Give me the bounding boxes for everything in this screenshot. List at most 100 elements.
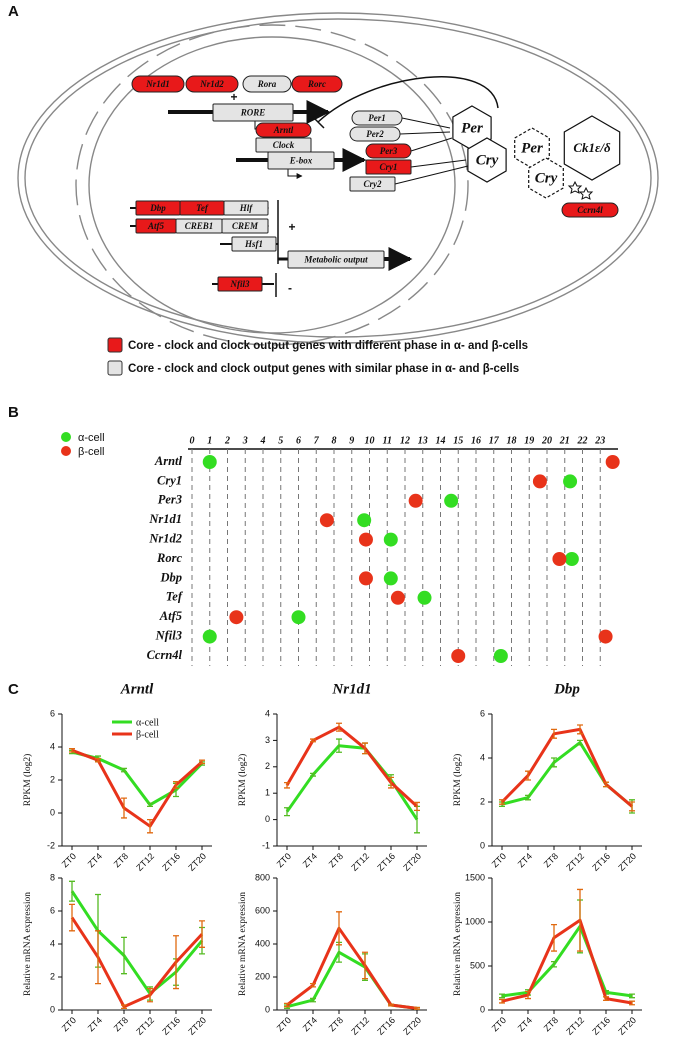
legend-label: β-cell [78, 446, 105, 458]
phase-dot [564, 552, 579, 566]
error-bar [499, 998, 505, 1004]
error-bar [603, 781, 609, 788]
error-bar [629, 1000, 635, 1006]
phase-dot [358, 571, 373, 586]
x-tick-label: ZT16 [375, 1015, 397, 1037]
error-bar [173, 781, 179, 789]
row-label: Arntl [154, 454, 183, 468]
y-tick-label: 1 [265, 788, 270, 798]
y-tick-label: 6 [50, 708, 55, 718]
error-bar [629, 993, 635, 999]
y-tick-label: 0 [50, 807, 55, 817]
phase-dot [202, 629, 217, 644]
x-tick-label: ZT20 [186, 851, 208, 873]
y-tick-label: 200 [255, 971, 270, 981]
error-bar [388, 776, 394, 789]
y-tick-label: 2 [265, 761, 270, 771]
y-tick-label: -2 [47, 840, 55, 850]
gene-box [291, 75, 343, 93]
error-bar [69, 903, 75, 932]
phase-dot [532, 474, 547, 489]
gene-label: Ccrn4l [577, 205, 603, 215]
gene-label: CREB1 [185, 221, 214, 231]
protein-label: Ck1ε/δ [573, 140, 611, 155]
x-tick-label: ZT20 [186, 1015, 208, 1037]
error-bar [121, 1004, 127, 1009]
error-bar [69, 880, 75, 902]
gene-label: Cry1 [380, 162, 398, 172]
phase-dot [451, 649, 466, 663]
error-bar [577, 739, 583, 746]
gene-label: RORE [240, 108, 266, 118]
phase-dot [202, 455, 217, 469]
x-tick-label: 20 [541, 435, 552, 446]
x-tick-label: ZT12 [134, 1015, 156, 1037]
y-axis-label: Relative mRNA expression [238, 892, 248, 996]
phase-dot [383, 532, 398, 547]
gene-box [223, 200, 269, 216]
series-line [501, 924, 633, 998]
y-tick-label: 8 [50, 872, 55, 882]
error-bar [310, 772, 316, 777]
x-tick-label: 8 [332, 435, 337, 446]
row-label: Per3 [158, 493, 182, 507]
error-bar [336, 911, 342, 946]
x-tick-label: 7 [314, 435, 320, 446]
x-tick-label: ZT4 [301, 851, 319, 869]
row-label: Nr1d2 [148, 531, 182, 545]
phase-dot [383, 571, 398, 586]
sign: + [288, 220, 295, 234]
error-bar [362, 742, 368, 755]
y-tick-label: 4 [50, 938, 55, 948]
y-tick-label: -1 [262, 840, 270, 850]
protein-hexagon [563, 115, 621, 181]
x-tick-label: 9 [349, 435, 354, 446]
y-tick-label: 0 [480, 840, 485, 850]
x-tick-label: ZT0 [60, 851, 78, 869]
phase-dot [358, 532, 373, 547]
x-tick-label: 6 [296, 435, 301, 446]
gene-label: Cry2 [364, 179, 383, 189]
error-bar [362, 951, 368, 980]
x-tick-label: 11 [383, 435, 392, 446]
x-tick-label: 22 [577, 435, 588, 446]
phase-dot [229, 610, 244, 625]
error-bar [310, 997, 316, 1003]
gene-label: CREM [232, 221, 259, 231]
panel-label: B [8, 404, 19, 421]
gene-label: Hsf1 [244, 239, 263, 249]
x-tick-label: 23 [594, 435, 605, 446]
y-tick-label: 800 [255, 872, 270, 882]
error-bar [414, 1006, 420, 1010]
series-line [286, 926, 418, 1010]
gene-label: Nr1d2 [199, 79, 224, 89]
gene-label: Rorc [307, 79, 326, 89]
x-tick-label: ZT16 [160, 851, 182, 873]
gene-label: Metabolic output [303, 255, 368, 265]
y-tick-label: 6 [50, 905, 55, 915]
error-bar [414, 801, 420, 812]
error-bar [577, 888, 583, 952]
gene-label: Atf5 [147, 221, 165, 231]
error-bar [95, 757, 101, 763]
gene-label: Arntl [273, 125, 294, 135]
error-bar [121, 767, 127, 773]
x-tick-label: ZT4 [516, 1015, 534, 1033]
gene-label: Dbp [149, 203, 166, 213]
gene-box [212, 103, 294, 122]
x-tick-label: 1 [207, 435, 212, 446]
x-tick-label: ZT16 [375, 851, 397, 873]
x-tick-label: ZT16 [160, 1015, 182, 1037]
y-tick-label: 2 [50, 774, 55, 784]
error-bar [603, 996, 609, 1001]
series-line [285, 744, 419, 821]
y-axis-label: Relative mRNA expression [453, 892, 463, 996]
gene-box [287, 250, 385, 269]
x-tick-label: 15 [453, 435, 463, 446]
error-bar [336, 738, 342, 753]
error-bar [147, 987, 153, 1003]
error-bar [525, 794, 531, 801]
x-tick-label: 17 [489, 435, 500, 446]
